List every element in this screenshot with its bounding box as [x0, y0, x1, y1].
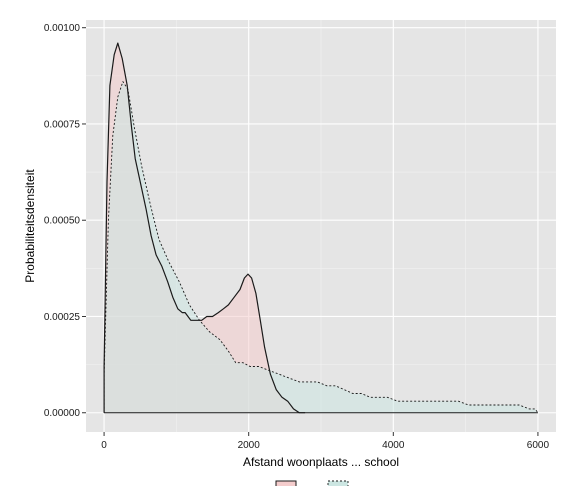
y-tick-label: 0.00075: [44, 119, 81, 130]
x-axis-title: Afstand woonplaats ... school: [243, 455, 399, 469]
x-tick-label: 2000: [238, 440, 261, 451]
x-tick-label: 6000: [527, 440, 550, 451]
density-line-2: [103, 81, 539, 413]
grid-lines: [86, 20, 556, 432]
legend: [275, 480, 349, 486]
density-line-1: [103, 42, 306, 414]
y-tick-label: 0.00000: [44, 408, 81, 419]
y-tick-label: 0.00050: [44, 216, 81, 227]
x-tick-labels: 0 2000 4000 6000: [101, 440, 549, 451]
density-area-2: [104, 81, 538, 413]
y-axis-title: Probabiliteitsdensiteit: [23, 169, 37, 283]
legend-key-1: [275, 480, 297, 486]
y-tick-label: 0.00100: [44, 23, 81, 34]
axis-ticks: [82, 27, 539, 436]
x-tick-label: 0: [101, 440, 107, 451]
y-tick-labels: 0.00000 0.00025 0.00050 0.00075 0.00100: [44, 23, 81, 419]
y-tick-label: 0.00025: [44, 312, 81, 323]
legend-key-2: [327, 480, 349, 486]
x-tick-label: 4000: [382, 440, 405, 451]
density-lines: [103, 42, 539, 414]
density-areas: [104, 43, 538, 413]
